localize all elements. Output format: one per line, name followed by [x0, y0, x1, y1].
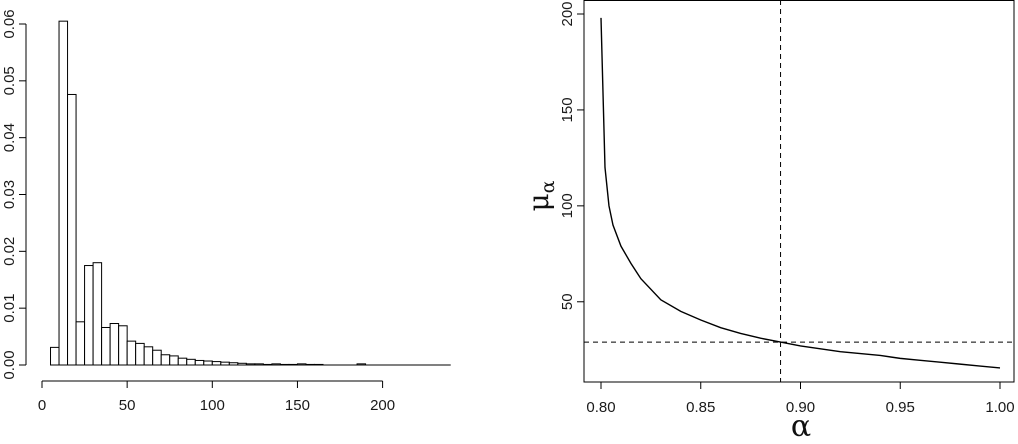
- x-tick-label: 200: [370, 397, 395, 414]
- histogram-bar: [194, 359, 205, 366]
- x-tick-label: 0.95: [886, 399, 915, 416]
- histogram-bar: [203, 360, 213, 366]
- histogram-x-axis: 0 50 100 150 200: [38, 380, 395, 414]
- y-tick-label: 0.00: [1, 350, 18, 379]
- histogram-bar: [101, 326, 111, 366]
- line-x-axis: 0.80 0.85 0.90 0.95 1.00: [586, 382, 1015, 416]
- y-tick-label: 200: [559, 1, 576, 26]
- histogram-bars: [50, 20, 367, 366]
- y-tick-label: 50: [559, 293, 576, 310]
- histogram-bar: [152, 349, 162, 366]
- histogram-bar: [67, 93, 77, 366]
- x-tick-label: 0.80: [586, 399, 615, 416]
- x-axis-label: α: [791, 409, 811, 444]
- y-tick-label: 0.06: [1, 9, 18, 38]
- histogram-bar: [92, 262, 103, 366]
- histogram-bar: [126, 340, 137, 366]
- x-tick-label: 0.85: [686, 399, 715, 416]
- y-tick-label: 0.03: [1, 180, 18, 209]
- histogram-bar: [58, 20, 69, 366]
- histogram-panel: 0 50 100 150 200 0.000.010.020.030.040.050.0…: [1, 9, 451, 414]
- y-axis-label: μα: [522, 180, 559, 211]
- histogram-bar: [84, 265, 94, 366]
- x-tick-label: 1.00: [985, 399, 1014, 416]
- mu-alpha-curve: [600, 17, 1001, 369]
- histogram-bar: [135, 342, 145, 366]
- line-y-axis: 50 100 150 200: [559, 1, 584, 310]
- x-tick-label: 100: [200, 397, 225, 414]
- histogram-bar: [50, 346, 60, 366]
- y-tick-label: 0.02: [1, 237, 18, 266]
- histogram-bar: [143, 346, 154, 366]
- histogram-y-axis: 0.00 0.01 0.02 0.03 0.04 0.05 0.06: [1, 9, 27, 380]
- y-axis-label-main: μ: [522, 193, 555, 211]
- histogram-bar: [186, 358, 196, 366]
- plot-frame: [583, 0, 1015, 383]
- histogram-bar: [75, 321, 86, 366]
- histogram-bar: [169, 355, 179, 366]
- x-tick-label: 0: [38, 397, 46, 414]
- histogram-bar: [118, 325, 128, 366]
- x-tick-label: 50: [119, 397, 136, 414]
- y-tick-label: 0.05: [1, 66, 18, 95]
- x-tick-label: 0.90: [786, 399, 815, 416]
- y-tick-label: 0.01: [1, 294, 18, 323]
- histogram-bar: [109, 323, 120, 366]
- y-tick-label: 0.04: [1, 123, 18, 152]
- y-axis-label-subscript: α: [537, 180, 559, 193]
- histogram-bar: [160, 354, 171, 366]
- histogram-bar: [177, 357, 188, 366]
- y-tick-label: 150: [559, 97, 576, 122]
- y-tick-label: 100: [559, 193, 576, 218]
- x-tick-label: 150: [285, 397, 310, 414]
- histogram-bar: [211, 361, 222, 366]
